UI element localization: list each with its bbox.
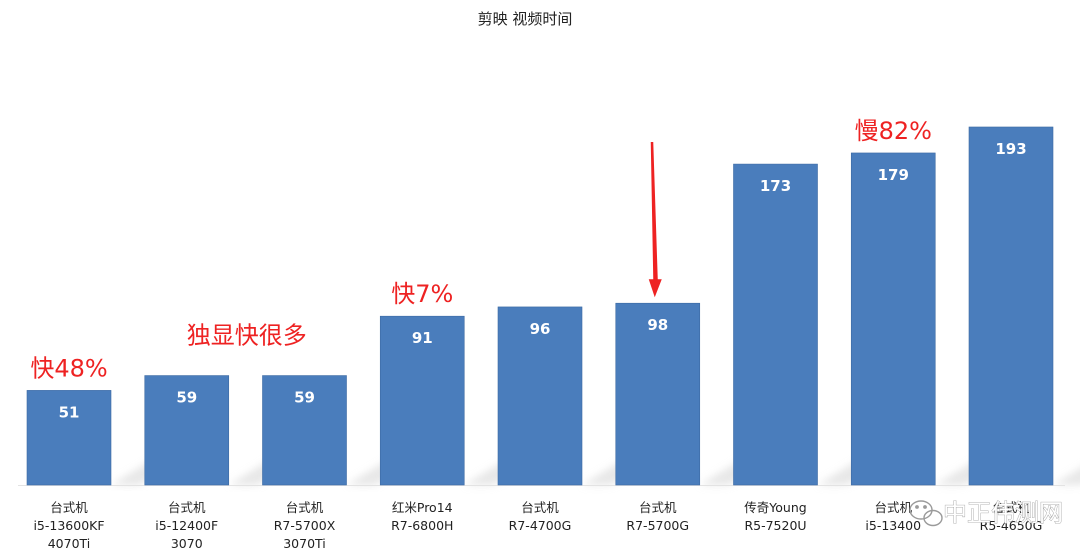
annotation-label: 快7% xyxy=(391,280,453,308)
annotation-label: 快48% xyxy=(30,354,107,382)
bar xyxy=(968,126,1054,486)
annotation-label: 独显快很多 xyxy=(187,322,307,350)
bar xyxy=(379,315,465,486)
arrow-icon xyxy=(648,142,662,298)
x-tick-label: 台式机 i5-12400F 3070 xyxy=(155,500,218,551)
bar xyxy=(26,390,112,486)
bar xyxy=(850,152,936,486)
data-label: 59 xyxy=(294,389,315,407)
bars xyxy=(26,126,1054,486)
x-tick-label: 台式机 R7-4700G xyxy=(509,500,572,533)
data-label: 98 xyxy=(647,316,668,334)
data-label: 173 xyxy=(760,177,791,195)
x-tick-label: 台式机 R5-4650G xyxy=(980,500,1043,533)
bar xyxy=(733,163,818,486)
bar-shadow xyxy=(1053,468,1080,485)
data-label: 179 xyxy=(878,166,909,184)
data-label: 51 xyxy=(59,403,80,421)
x-tick-labels: 台式机 i5-13600KF 4070Ti 台式机 i5-12400F 3070 台式机 R7… xyxy=(33,500,1042,551)
bar xyxy=(144,375,230,486)
x-tick-label: 红米Pro14 R7-6800H xyxy=(391,500,453,533)
data-label: 91 xyxy=(412,329,433,347)
x-tick-label: 台式机 i5-13600KF 4070Ti xyxy=(33,500,104,551)
data-label: 193 xyxy=(995,140,1026,158)
arrow-annotation xyxy=(648,142,662,298)
x-tick-label: 台式机 R7-5700G xyxy=(626,500,689,533)
bar xyxy=(615,302,701,486)
x-tick-label: 台式机 R7-5700X 3070Ti xyxy=(274,500,336,551)
bar xyxy=(262,375,347,486)
data-label: 96 xyxy=(530,320,551,338)
chart-title: 剪映 视频时间 xyxy=(478,10,573,28)
x-tick-label: 传奇Young R5-7520U xyxy=(744,500,806,533)
watermark-text: 中正伟测网 xyxy=(943,499,1063,527)
wechat-icon xyxy=(909,500,943,527)
watermark: 中正伟测网 xyxy=(909,499,1063,527)
annotations: 快48% 独显快很多 快7% 慢82% xyxy=(30,117,932,382)
annotation-label: 慢82% xyxy=(855,117,932,145)
bar xyxy=(497,306,583,486)
x-tick-label: 台式机 i5-13400 xyxy=(865,500,921,533)
data-labels: 51 59 59 91 96 98 173 179 193 xyxy=(59,140,1027,421)
data-label: 59 xyxy=(176,389,197,407)
